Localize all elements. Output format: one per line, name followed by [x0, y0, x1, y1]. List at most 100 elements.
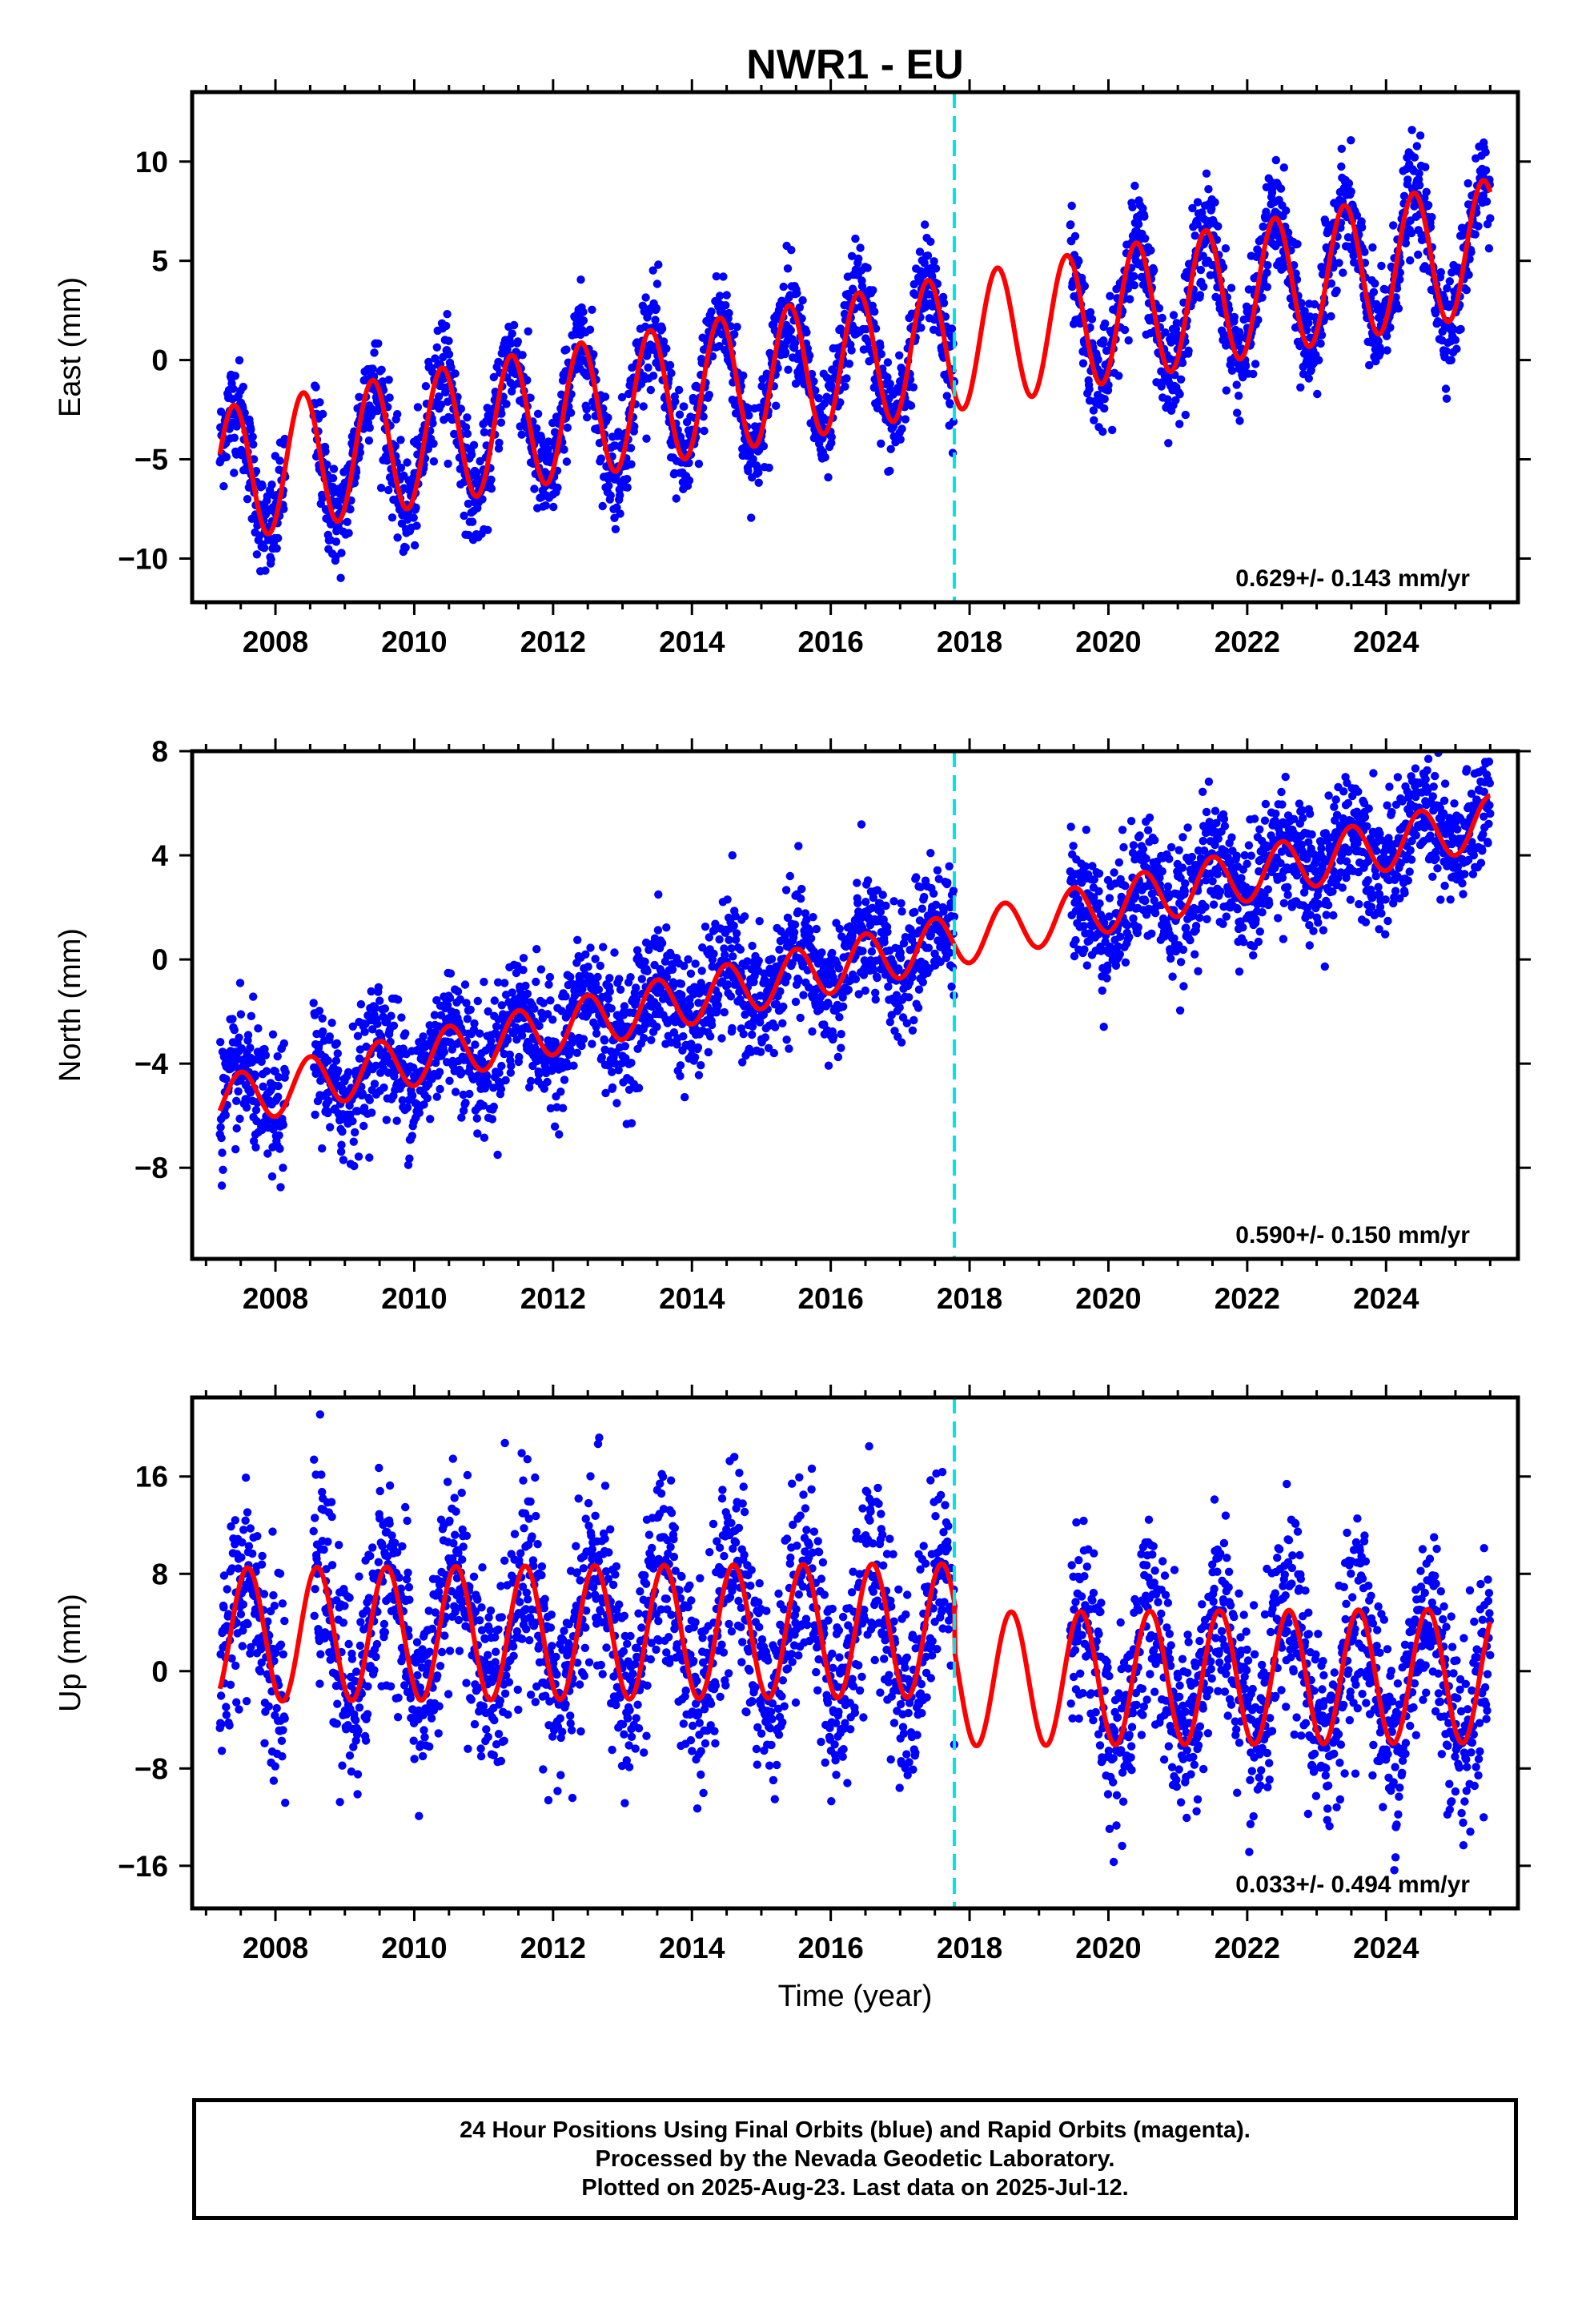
data-point	[263, 1149, 272, 1158]
data-point	[459, 1106, 468, 1116]
data-point	[480, 977, 488, 987]
data-point	[715, 935, 724, 944]
data-point	[279, 1120, 287, 1130]
data-point	[239, 382, 247, 392]
x-tick-label: 2010	[381, 625, 447, 658]
data-point	[646, 385, 655, 395]
data-point	[367, 1108, 376, 1117]
data-point	[905, 993, 913, 1002]
data-point	[251, 1143, 260, 1152]
data-point	[1188, 203, 1197, 213]
data-point	[525, 1083, 534, 1092]
data-point	[897, 899, 905, 908]
data-point	[431, 1028, 440, 1037]
data-point	[1297, 299, 1306, 308]
data-point	[1249, 369, 1258, 379]
data-point	[930, 257, 938, 266]
data-point	[827, 439, 836, 448]
data-point	[740, 912, 749, 921]
data-point	[945, 862, 954, 871]
data-point	[493, 1150, 502, 1160]
data-point	[1441, 384, 1451, 393]
data-point	[336, 573, 345, 582]
data-point	[487, 485, 496, 493]
data-point	[1368, 243, 1377, 252]
data-point	[1089, 406, 1098, 415]
data-point	[247, 1011, 255, 1021]
figure-title: NWR1 - EU	[746, 42, 964, 88]
data-point	[736, 945, 745, 954]
data-point	[779, 282, 788, 292]
data-point	[487, 475, 496, 485]
data-point	[356, 999, 366, 1009]
data-point	[545, 972, 555, 982]
data-point	[917, 904, 927, 913]
data-point	[548, 1015, 557, 1024]
data-point	[824, 472, 833, 482]
data-point	[1069, 842, 1078, 850]
data-point	[926, 849, 935, 858]
data-point	[1108, 425, 1117, 435]
data-point	[1262, 207, 1271, 216]
x-tick-label: 2012	[520, 625, 586, 658]
data-point	[530, 1004, 539, 1013]
data-point	[276, 1183, 285, 1192]
data-point	[412, 521, 421, 530]
data-point	[1332, 286, 1341, 296]
data-point	[251, 1072, 259, 1081]
data-point	[756, 1047, 765, 1056]
data-point	[1337, 144, 1347, 153]
data-point	[1070, 231, 1080, 241]
data-point	[805, 351, 814, 360]
data-point	[1407, 228, 1416, 238]
data-point	[599, 943, 608, 951]
data-point	[232, 1124, 241, 1133]
data-point	[897, 1038, 906, 1047]
data-point	[415, 1108, 424, 1117]
data-point	[492, 1022, 501, 1031]
data-point	[943, 879, 952, 887]
data-point	[1456, 324, 1465, 334]
data-point	[604, 413, 612, 422]
data-point	[243, 495, 252, 504]
data-point	[1282, 206, 1291, 215]
data-point	[370, 1080, 379, 1088]
data-point	[393, 995, 403, 1004]
east-model-curve	[217, 178, 1493, 537]
data-point	[544, 437, 553, 446]
east-rate-label: 0.629+/- 0.143 mm/yr	[1235, 565, 1470, 592]
data-point	[1481, 147, 1490, 157]
data-point	[231, 1144, 240, 1154]
data-point	[767, 955, 777, 963]
data-point	[252, 1116, 261, 1126]
data-point	[236, 1010, 246, 1019]
data-point	[1263, 268, 1271, 277]
data-point	[1339, 268, 1347, 277]
data-point	[1130, 181, 1139, 191]
data-point	[1130, 281, 1139, 290]
data-point	[651, 316, 660, 324]
data-point	[1172, 319, 1182, 328]
data-point	[697, 1061, 705, 1070]
data-point	[786, 326, 795, 335]
data-point	[878, 891, 887, 899]
data-point	[909, 383, 918, 392]
data-point	[235, 356, 244, 365]
data-point	[443, 1001, 452, 1010]
data-point	[790, 920, 800, 929]
data-point	[705, 390, 713, 400]
data-point	[443, 397, 452, 406]
data-point	[910, 907, 919, 917]
data-point	[1391, 293, 1400, 302]
data-point	[806, 934, 816, 943]
east-y-axis-label: East (mm)	[54, 277, 87, 417]
data-point	[558, 1104, 568, 1112]
data-point	[443, 310, 452, 319]
data-point	[675, 410, 685, 419]
data-point	[915, 247, 925, 256]
data-point	[616, 985, 625, 995]
data-point	[251, 1105, 261, 1115]
data-point	[1347, 187, 1355, 196]
data-point	[715, 292, 725, 300]
east-panel: 2008 2010 2012 2014 2016 2018 2020 2022 2024−10−…	[54, 79, 1531, 658]
